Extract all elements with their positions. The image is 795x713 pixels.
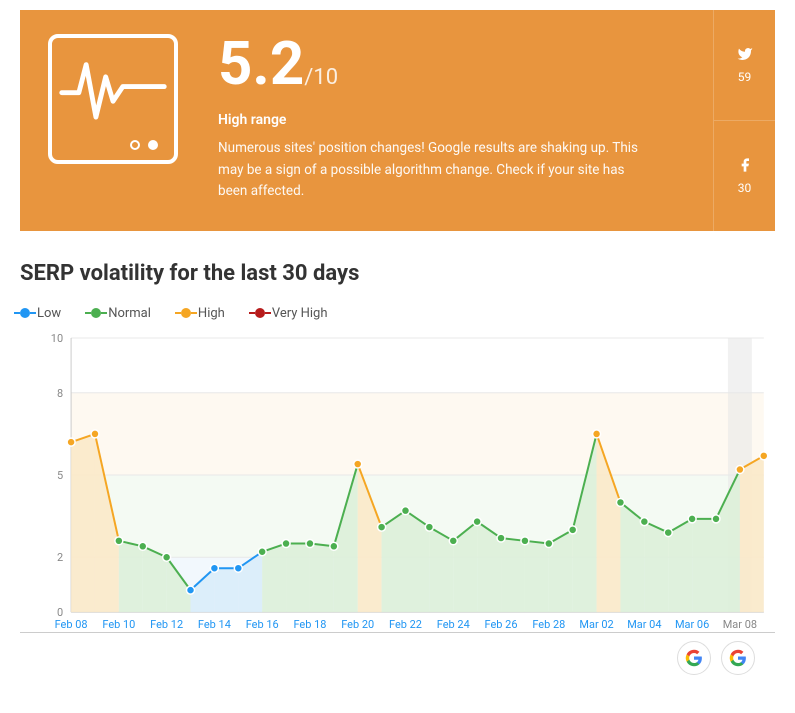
svg-text:Feb 22: Feb 22 bbox=[389, 618, 422, 631]
volatility-score: 5.2 bbox=[218, 34, 304, 94]
legend-marker-icon bbox=[91, 308, 101, 318]
legend-item[interactable]: Very High bbox=[255, 306, 328, 321]
legend-item[interactable]: Low bbox=[20, 306, 61, 321]
svg-text:10: 10 bbox=[51, 333, 63, 345]
score-row: 5.2/10 bbox=[218, 34, 685, 94]
facebook-share[interactable]: 30 bbox=[713, 120, 775, 231]
legend-label: Low bbox=[37, 306, 61, 321]
svg-text:Feb 28: Feb 28 bbox=[532, 618, 565, 631]
google-badges bbox=[20, 641, 775, 675]
hero-main: 5.2/10 High range Numerous sites' positi… bbox=[20, 10, 713, 231]
legend-item[interactable]: Normal bbox=[91, 306, 151, 321]
indicator-dot bbox=[130, 140, 140, 150]
svg-text:Mar 02: Mar 02 bbox=[579, 618, 613, 631]
range-description: Numerous sites' position changes! Google… bbox=[218, 138, 648, 203]
twitter-icon bbox=[737, 46, 753, 62]
svg-text:Feb 14: Feb 14 bbox=[198, 618, 231, 631]
svg-text:2: 2 bbox=[57, 551, 63, 564]
legend-marker-icon bbox=[20, 308, 30, 318]
legend-label: High bbox=[198, 306, 225, 321]
svg-text:Feb 24: Feb 24 bbox=[437, 618, 470, 631]
legend-label: Normal bbox=[108, 306, 151, 321]
social-sidebar: 59 30 bbox=[713, 10, 775, 231]
svg-text:Feb 12: Feb 12 bbox=[150, 618, 183, 631]
twitter-count: 59 bbox=[738, 70, 752, 84]
twitter-share[interactable]: 59 bbox=[713, 10, 775, 120]
volatility-chart: LowNormalHighVery High025810Feb 08Feb 10… bbox=[20, 333, 775, 633]
svg-text:Mar 08: Mar 08 bbox=[723, 618, 757, 631]
score-max: /10 bbox=[304, 65, 338, 90]
facebook-icon bbox=[737, 157, 753, 173]
range-label: High range bbox=[218, 112, 685, 128]
svg-text:Feb 10: Feb 10 bbox=[102, 618, 135, 631]
svg-text:Mar 04: Mar 04 bbox=[627, 618, 661, 631]
volatility-monitor-icon bbox=[48, 34, 178, 164]
svg-text:Feb 08: Feb 08 bbox=[55, 618, 88, 631]
legend-label: Very High bbox=[272, 306, 328, 321]
svg-text:Feb 20: Feb 20 bbox=[341, 618, 374, 631]
legend-marker-icon bbox=[181, 308, 191, 318]
chart-legend: Low Normal High Very High bbox=[20, 306, 775, 321]
facebook-count: 30 bbox=[738, 181, 752, 195]
legend-marker-icon bbox=[255, 308, 265, 318]
chart-title: SERP volatility for the last 30 days bbox=[20, 261, 775, 286]
google-desktop-icon[interactable] bbox=[677, 641, 711, 675]
hero-panel: 5.2/10 High range Numerous sites' positi… bbox=[20, 10, 775, 231]
google-mobile-icon[interactable] bbox=[721, 641, 755, 675]
svg-text:5: 5 bbox=[57, 469, 63, 482]
svg-text:Feb 18: Feb 18 bbox=[293, 618, 326, 631]
indicator-dot bbox=[148, 140, 158, 150]
svg-text:Feb 16: Feb 16 bbox=[246, 618, 279, 631]
legend-item[interactable]: High bbox=[181, 306, 225, 321]
svg-text:8: 8 bbox=[57, 387, 63, 400]
svg-text:Mar 06: Mar 06 bbox=[675, 618, 709, 631]
svg-text:Feb 26: Feb 26 bbox=[485, 618, 518, 631]
